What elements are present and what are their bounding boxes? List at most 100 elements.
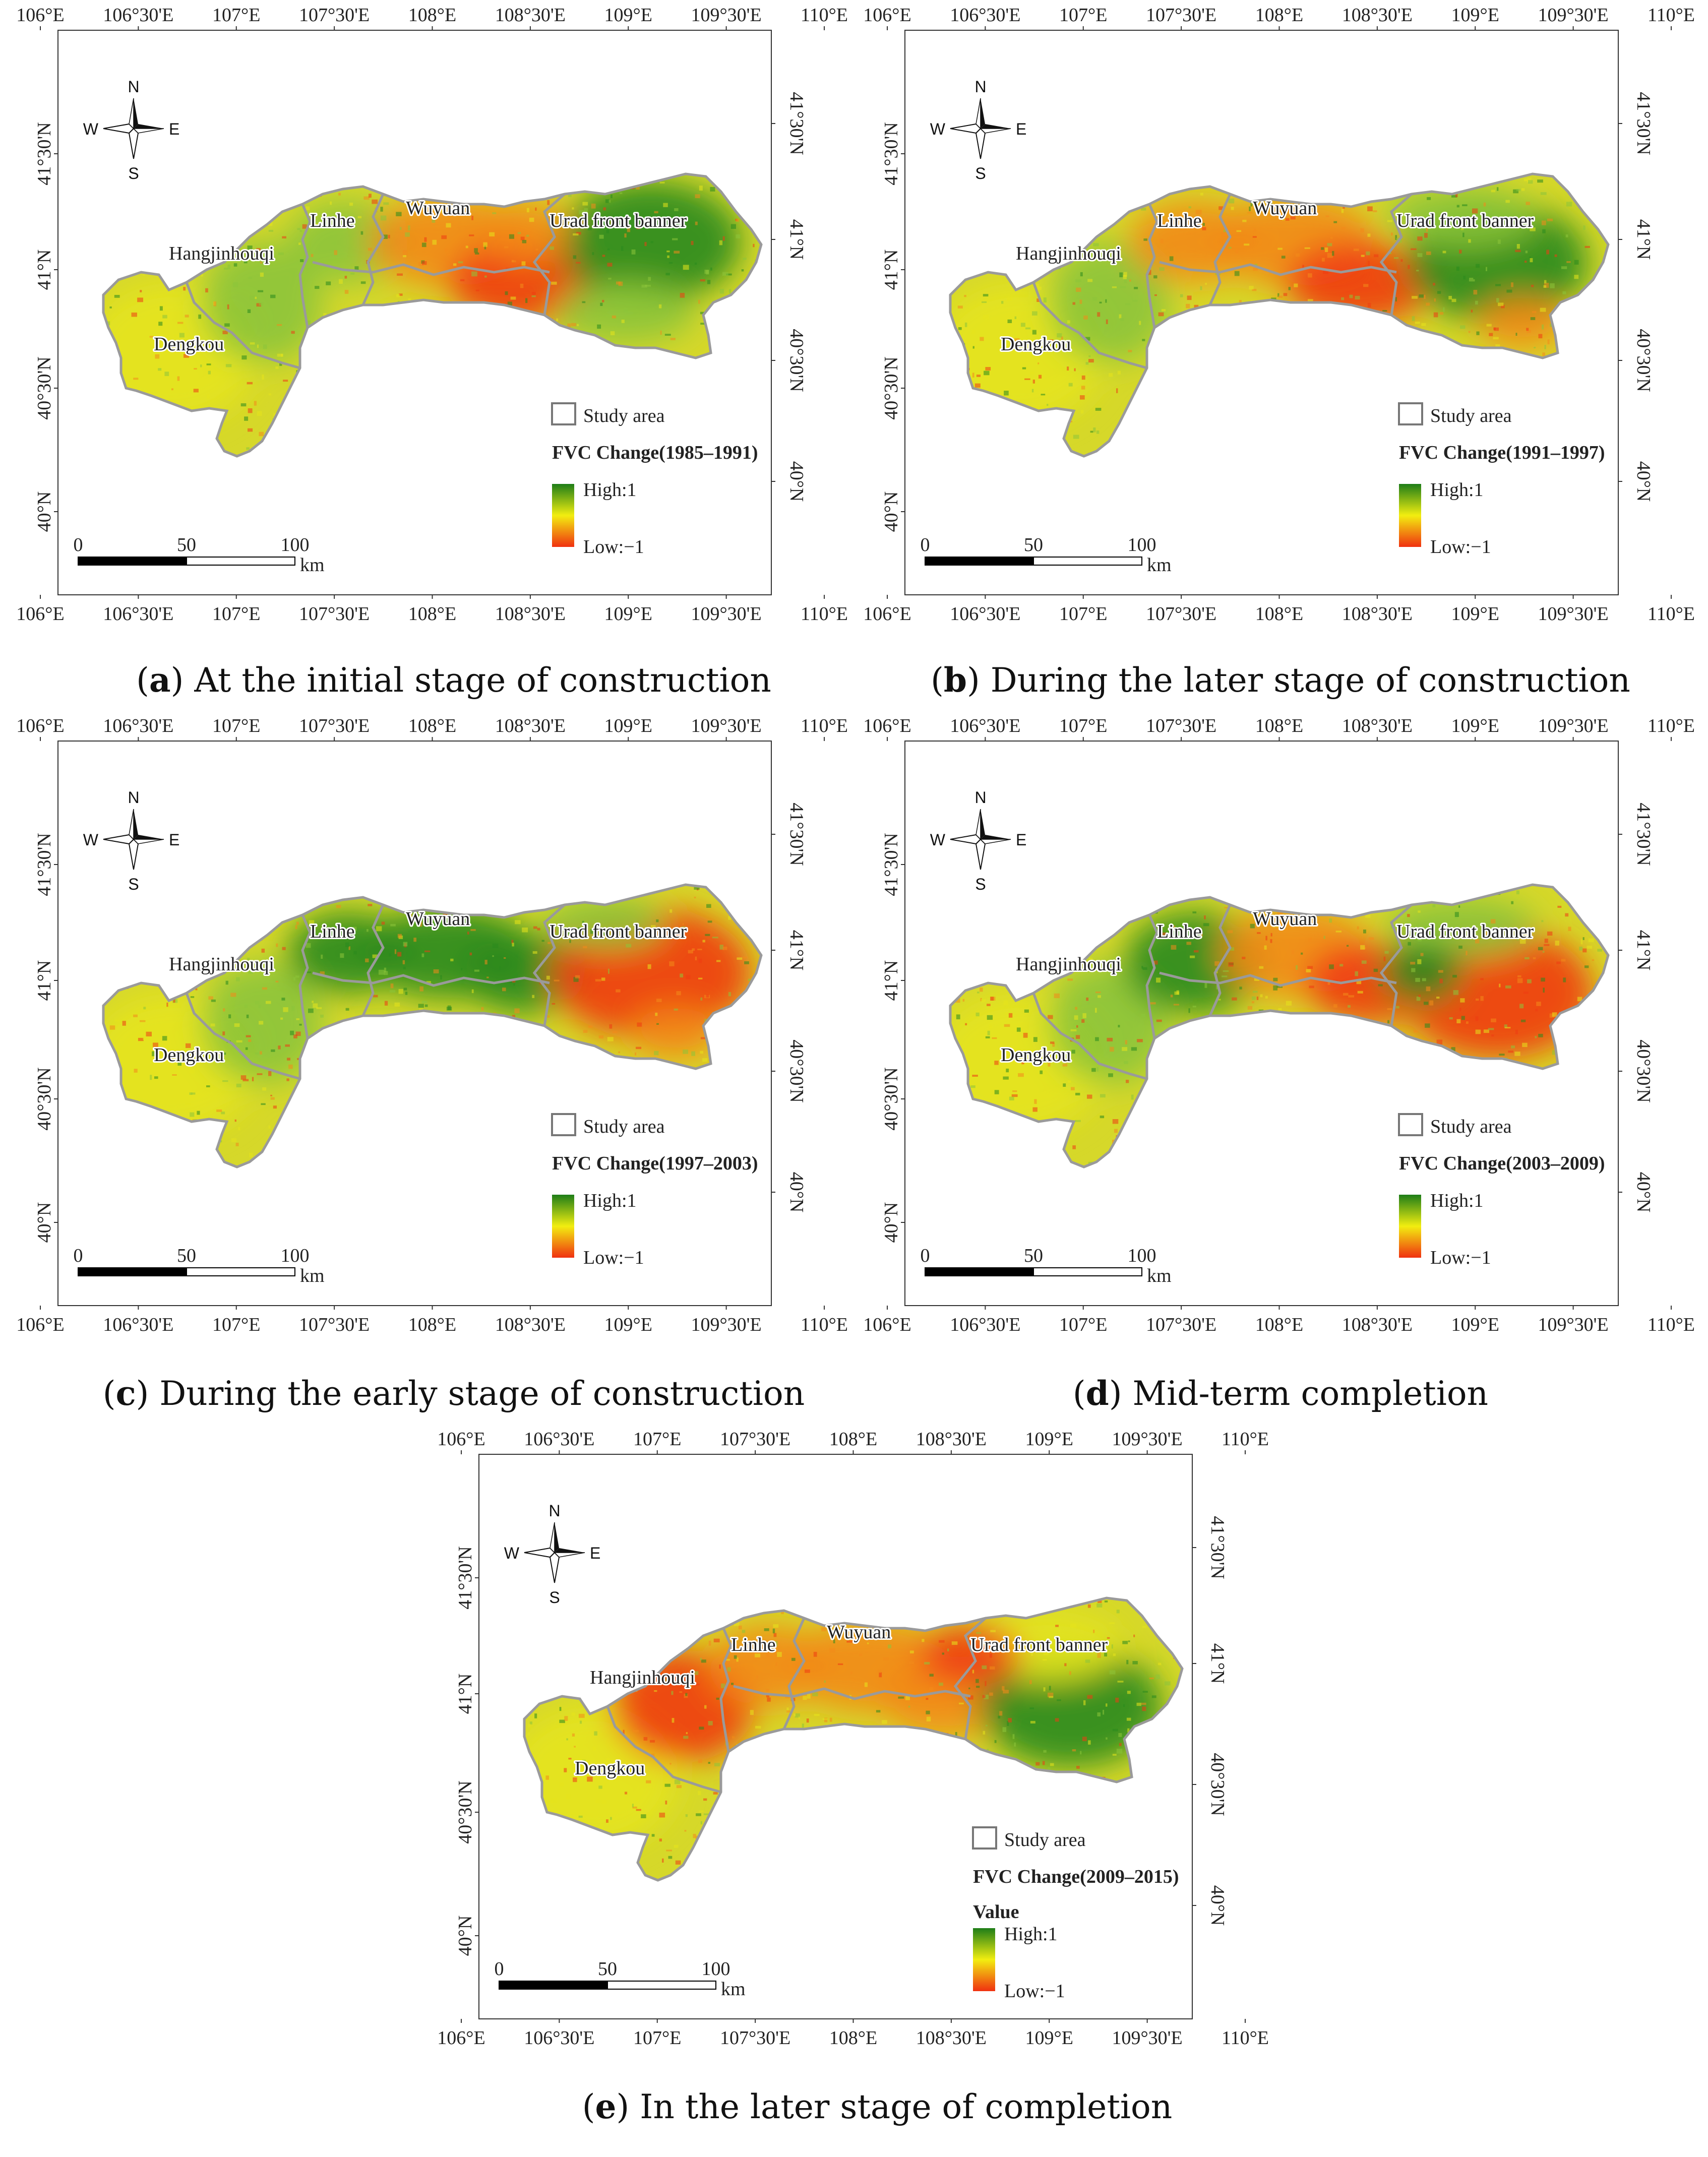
- x-tick-label-top: 108°E: [829, 1429, 877, 1450]
- x-tick-label-bottom: 108°E: [1255, 603, 1303, 625]
- district-boundary: [733, 1685, 971, 1700]
- x-tick-label-bottom: 108°30'E: [916, 2027, 987, 2049]
- map-panel-b: 106°E 106°E 106°30'E 106°30'E 107°E 107°E 107°…: [863, 0, 1695, 660]
- scale-bar-black: [925, 1267, 1034, 1276]
- study-area-outline: [949, 883, 1610, 1168]
- x-tick-label-top: 107°30'E: [720, 1429, 790, 1450]
- panel-caption-e: (e) In the later stage of completion: [474, 2087, 1280, 2126]
- scale-label-zero: 0: [74, 534, 83, 556]
- x-tick-label-bottom: 110°E: [801, 1314, 848, 1335]
- compass-icon: N S E W: [83, 78, 180, 182]
- study-area-outline: [102, 172, 763, 458]
- x-tick-label-bottom: 108°E: [829, 2027, 877, 2049]
- y-tick-label-right: 40°30'N: [1633, 1039, 1654, 1103]
- caption-paren: ): [1109, 1374, 1122, 1413]
- x-tick-label-bottom: 106°30'E: [103, 603, 173, 625]
- x-tick-label-top: 107°E: [212, 5, 260, 26]
- x-tick-label-top: 108°E: [1255, 715, 1303, 736]
- compass-letter-s: S: [975, 875, 986, 893]
- x-tick-label-top: 110°E: [1648, 5, 1695, 26]
- region-label-urad-front-banner: Urad front banner: [550, 210, 687, 231]
- scale-bar-white: [186, 1267, 295, 1276]
- x-tick-label-bottom: 106°30'E: [950, 603, 1020, 625]
- y-tick-label-left: 40°N: [34, 491, 55, 532]
- y-tick-label-right: 40°30'N: [1633, 329, 1654, 392]
- x-tick-label-bottom: 110°E: [1648, 603, 1695, 625]
- x-tick-label-top: 110°E: [801, 715, 848, 736]
- map-svg: 106°E 106°E 106°30'E 106°30'E 107°E 107°E 107°…: [16, 5, 848, 625]
- caption-letter: a: [149, 660, 171, 700]
- district-boundary: [532, 904, 566, 1026]
- caption-paren: (: [931, 661, 944, 700]
- region-label-linhe: Linhe: [731, 1634, 776, 1655]
- y-tick-label-left: 41°N: [34, 250, 55, 290]
- x-tick-label-top: 106°30'E: [103, 5, 173, 26]
- region-label-dengkou: Dengkou: [154, 1044, 224, 1066]
- y-tick-label-left: 41°30'N: [881, 833, 902, 896]
- x-tick-label-top: 107°30'E: [299, 715, 370, 736]
- x-tick-label-bottom: 108°30'E: [495, 603, 566, 625]
- y-tick-label-right: 41°30'N: [786, 803, 807, 866]
- x-tick-label-bottom: 109°30'E: [1112, 2027, 1182, 2049]
- scale-unit: km: [721, 1979, 746, 2000]
- x-tick-label-top: 109°E: [604, 5, 652, 26]
- compass-letter-w: W: [504, 1544, 520, 1562]
- study-area-outline: [102, 883, 763, 1168]
- compass-letter-n: N: [974, 788, 986, 807]
- x-tick-label-bottom: 107°30'E: [720, 2027, 790, 2049]
- y-tick-label-left: 40°N: [881, 1202, 902, 1243]
- x-tick-label-bottom: 108°30'E: [1342, 603, 1413, 625]
- region-label-hangjinhouqi: Hangjinhouqi: [1016, 954, 1121, 975]
- region-label-linhe: Linhe: [310, 921, 355, 942]
- district-boundary: [1379, 193, 1413, 316]
- x-tick-label-bottom: 106°E: [437, 2027, 485, 2049]
- study-area-outline: [523, 1596, 1184, 1882]
- map-svg: 106°E 106°E 106°30'E 106°30'E 107°E 107°E 107°…: [863, 715, 1695, 1335]
- x-tick-label-top: 107°E: [212, 715, 260, 736]
- x-tick-label-bottom: 109°30'E: [691, 603, 761, 625]
- x-tick-label-bottom: 107°E: [212, 603, 260, 625]
- study-area-legend-swatch: [551, 1113, 576, 1136]
- study-area-legend-swatch: [1398, 402, 1423, 425]
- y-tick-label-left: 41°30'N: [881, 122, 902, 186]
- legend-title: FVC Change(2003–2009): [1399, 1153, 1605, 1174]
- compass-letter-w: W: [83, 831, 99, 849]
- x-tick-label-bottom: 106°E: [863, 1314, 911, 1335]
- region-label-hangjinhouqi: Hangjinhouqi: [169, 243, 274, 264]
- x-tick-label-top: 108°30'E: [495, 715, 566, 736]
- compass-letter-w: W: [930, 831, 946, 849]
- x-tick-label-bottom: 109°30'E: [691, 1314, 761, 1335]
- district-boundary: [606, 1706, 721, 1794]
- x-tick-label-bottom: 108°30'E: [495, 1314, 566, 1335]
- x-tick-label-top: 107°E: [633, 1429, 681, 1450]
- x-tick-label-bottom: 107°E: [633, 2027, 681, 2049]
- map-panel-d: 106°E 106°E 106°30'E 106°30'E 107°E 107°E 107°…: [863, 711, 1695, 1371]
- district-boundary: [312, 261, 550, 276]
- district-boundary: [1208, 904, 1232, 1017]
- compass-letter-e: E: [590, 1544, 600, 1562]
- x-tick-label-top: 109°E: [604, 715, 652, 736]
- legend-color-ramp: [973, 1928, 995, 1991]
- compass-letter-s: S: [975, 164, 986, 182]
- caption-letter: d: [1085, 1374, 1109, 1413]
- scale-bar-white: [1033, 557, 1142, 566]
- district-boundary: [298, 204, 312, 328]
- district-boundary: [782, 1617, 806, 1730]
- y-tick-label-right: 41°30'N: [1207, 1516, 1228, 1579]
- caption-text: At the initial stage of construction: [184, 661, 771, 700]
- y-tick-label-left: 41°N: [455, 1674, 476, 1714]
- district-boundary: [1208, 193, 1232, 306]
- compass-letter-s: S: [549, 1588, 560, 1607]
- region-label-hangjinhouqi: Hangjinhouqi: [169, 954, 274, 975]
- map-svg: 106°E 106°E 106°30'E 106°30'E 107°E 107°E 107°…: [863, 5, 1695, 625]
- y-tick-label-left: 41°N: [34, 960, 55, 1001]
- legend-color-ramp: [552, 484, 574, 547]
- scale-label-mid: 50: [1024, 1245, 1043, 1266]
- x-tick-label-bottom: 110°E: [1222, 2027, 1269, 2049]
- compass-letter-e: E: [169, 120, 179, 138]
- x-tick-label-top: 108°30'E: [1342, 5, 1413, 26]
- district-boundary: [1145, 914, 1158, 1039]
- y-tick-label-left: 41°N: [881, 250, 902, 290]
- y-tick-label-left: 40°30'N: [34, 356, 55, 420]
- legend-study-area-label: Study area: [1430, 405, 1512, 426]
